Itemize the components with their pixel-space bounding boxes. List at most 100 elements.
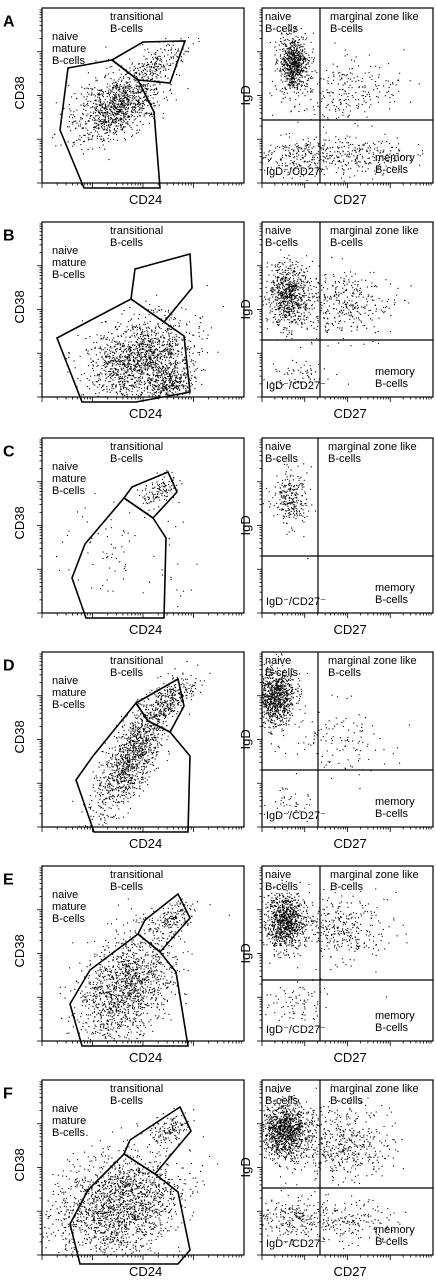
panel-letter: C (3, 443, 15, 460)
event-cloud (264, 777, 333, 822)
transitional-label: B-cells (110, 237, 144, 249)
memory-quadrant-label: B-cells (375, 808, 409, 820)
transitional-label: transitional (110, 441, 163, 453)
naive-mature-label: naive (52, 31, 78, 43)
igd-cd27-negative-quadrant-label: IgD⁻/CD27⁻ (266, 1238, 326, 1250)
event-cloud (262, 132, 340, 181)
naive-mature-label: naive (52, 675, 78, 687)
naive-mature-label: B-cells (52, 699, 86, 711)
transitional-label: B-cells (110, 23, 144, 35)
event-cloud (65, 285, 224, 397)
naive-mature-gate (69, 932, 189, 1047)
naive-quadrant-label: B-cells (265, 667, 299, 679)
y-axis-label: IgD (238, 729, 253, 749)
panel-letter: F (3, 1085, 13, 1102)
y-axis-label: IgD (238, 515, 253, 535)
event-cloud (262, 41, 433, 149)
naive-mature-gate (71, 496, 167, 619)
x-axis-label: CD24 (129, 622, 162, 637)
naive-mature-gate (75, 701, 191, 833)
transitional-label: B-cells (110, 1095, 144, 1107)
naive-quadrant-label: B-cells (265, 237, 299, 249)
naive-mature-label: naive (52, 461, 78, 473)
panel-letter: A (3, 13, 15, 30)
memory-quadrant-label: B-cells (375, 1022, 409, 1034)
y-axis-ticks (37, 867, 42, 1042)
transitional-gate (110, 40, 187, 84)
y-axis-label: IgD (238, 1157, 253, 1177)
x-axis-label: CD24 (129, 406, 162, 421)
transitional-gate (136, 892, 191, 954)
event-cloud (262, 1087, 338, 1178)
event-cloud (136, 664, 211, 740)
marginal-zone-quadrant-label: marginal zone like (328, 441, 417, 453)
marginal-zone-quadrant-label: marginal zone like (330, 1083, 419, 1095)
marginal-zone-quadrant-label: B-cells (330, 237, 364, 249)
marginal-zone-quadrant-label: B-cells (328, 453, 362, 465)
x-axis-ticks (261, 1041, 432, 1046)
y-axis-ticks (37, 439, 42, 614)
naive-mature-label: mature (52, 687, 86, 699)
y-axis-ticks (37, 1081, 42, 1256)
x-axis-label: CD24 (129, 1264, 162, 1279)
event-cloud (56, 472, 198, 608)
event-cloud (262, 1184, 346, 1247)
naive-mature-label: B-cells (52, 55, 86, 67)
event-cloud (273, 1084, 404, 1200)
x-axis-label: CD24 (129, 836, 162, 851)
memory-quadrant-label: B-cells (375, 594, 409, 606)
memory-quadrant-label: B-cells (375, 1236, 409, 1248)
x-axis-ticks (41, 183, 243, 188)
naive-mature-label: mature (52, 473, 86, 485)
event-cloud (274, 694, 410, 789)
y-axis-ticks (257, 9, 262, 184)
transitional-label: transitional (110, 869, 163, 881)
transitional-label: transitional (110, 655, 163, 667)
x-axis-label: CD27 (334, 836, 367, 851)
y-axis-label: CD38 (12, 1148, 27, 1181)
y-axis-ticks (257, 653, 262, 828)
naive-mature-gate (55, 298, 191, 403)
cd24-cd38-plot: transitionalB-cellsnaivematureB-cellsCD2… (12, 7, 245, 207)
event-cloud (278, 125, 424, 182)
y-axis-label: IgD (238, 299, 253, 319)
x-axis-label: CD24 (129, 1050, 162, 1065)
marginal-zone-quadrant-label: marginal zone like (330, 869, 419, 881)
cd24-cd38-plot: transitionalB-cellsnaivematureB-cellsCD2… (12, 437, 245, 637)
y-axis-ticks (37, 9, 42, 184)
memory-quadrant-label: B-cells (375, 378, 409, 390)
event-cloud (262, 978, 328, 1026)
event-cloud (263, 359, 349, 388)
igd-cd27-negative-quadrant-label: IgD⁻/CD27⁻ (266, 596, 326, 608)
marginal-zone-quadrant-label: B-cells (330, 881, 364, 893)
x-axis-ticks (261, 1255, 432, 1260)
x-axis-ticks (261, 183, 432, 188)
y-axis-ticks (257, 223, 262, 398)
naive-mature-label: naive (52, 889, 78, 901)
naive-quadrant-label: naive (265, 225, 291, 237)
memory-quadrant-label: memory (375, 1224, 415, 1236)
transitional-label: transitional (110, 1083, 163, 1095)
memory-quadrant-label: memory (375, 1010, 415, 1022)
y-axis-label: CD38 (12, 720, 27, 753)
transitional-label: transitional (110, 11, 163, 23)
event-cloud (139, 356, 197, 397)
y-axis-label: IgD (238, 85, 253, 105)
cd24-cd38-plot: transitionalB-cellsnaivematureB-cellsCD2… (12, 221, 245, 421)
y-axis-ticks (257, 1081, 262, 1256)
memory-quadrant-label: memory (375, 582, 415, 594)
x-axis-label: CD27 (334, 1050, 367, 1065)
cd24-cd38-plot: transitionalB-cellsnaivematureB-cellsCD2… (12, 651, 245, 851)
naive-mature-label: mature (52, 901, 86, 913)
event-cloud (262, 239, 325, 348)
naive-mature-label: naive (52, 1103, 78, 1115)
event-cloud (126, 36, 200, 86)
naive-quadrant-label: naive (265, 11, 291, 23)
transitional-label: transitional (110, 225, 163, 237)
